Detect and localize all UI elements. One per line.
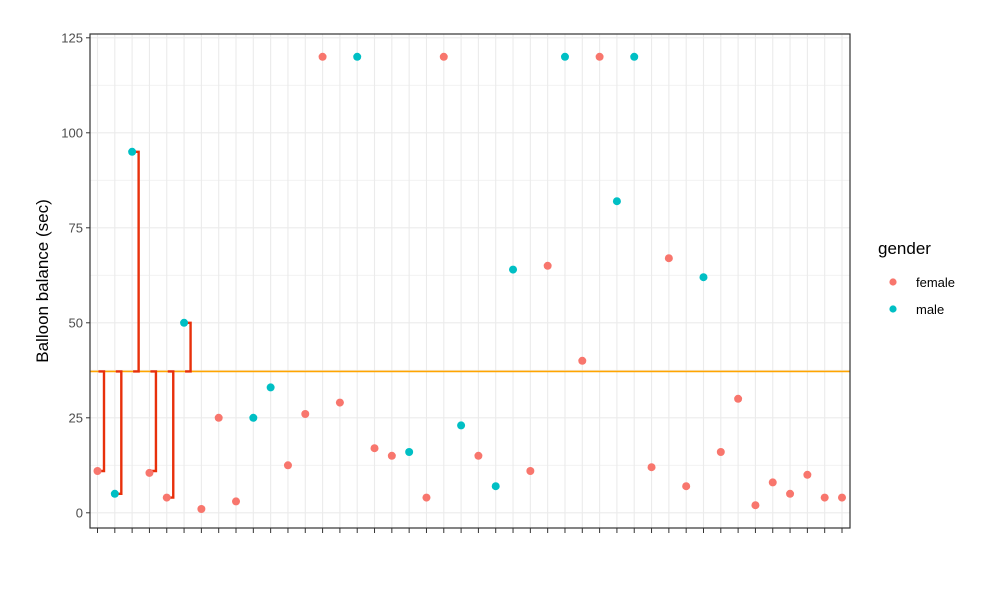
data-point-33 (647, 463, 656, 472)
data-point-10 (249, 413, 258, 422)
data-point-2 (110, 489, 119, 498)
grid-minor (90, 84, 850, 466)
data-point-44 (838, 493, 846, 502)
data-point-3 (128, 147, 137, 156)
data-point-1 (93, 467, 102, 475)
data-point-18 (387, 451, 396, 460)
data-point-27 (543, 261, 552, 270)
data-point-39 (751, 501, 760, 510)
data-point-13 (301, 410, 310, 418)
data-point-8 (214, 413, 223, 422)
data-point-43 (820, 493, 829, 502)
legend-title: gender (878, 239, 931, 258)
data-point-21 (439, 52, 448, 61)
y-tick-label: 100 (61, 125, 83, 140)
data-point-29 (578, 356, 587, 365)
data-point-37 (716, 448, 725, 456)
data-point-38 (734, 394, 743, 403)
y-tick-label: 50 (69, 315, 83, 330)
legend-key-male (889, 305, 897, 313)
legend-label-female: female (916, 275, 955, 290)
plot-border (89, 33, 851, 529)
data-point-11 (266, 383, 275, 392)
data-point-34 (664, 254, 673, 263)
legend-key-female (889, 278, 897, 286)
data-point-40 (768, 478, 777, 487)
data-point-22 (457, 421, 466, 430)
y-tick-label: 75 (69, 220, 83, 235)
y-tick-label: 125 (61, 30, 83, 45)
plot-panel (90, 34, 850, 528)
grid-major (90, 34, 850, 528)
y-axis: 0 25 50 75 100 125 (61, 30, 90, 520)
data-point-42 (803, 470, 812, 479)
y-tick-label: 25 (69, 410, 83, 425)
data-point-7 (197, 505, 206, 513)
data-point-16 (353, 52, 362, 61)
data-point-24 (491, 482, 500, 491)
data-point-30 (595, 52, 604, 61)
x-axis (97, 528, 843, 533)
data-point-28 (560, 52, 569, 61)
legend: gender female male (878, 239, 955, 317)
data-point-32 (630, 52, 639, 61)
data-point-25 (509, 265, 518, 274)
data-point-20 (422, 493, 431, 502)
data-point-35 (682, 482, 691, 491)
data-point-36 (699, 273, 708, 282)
data-point-31 (612, 197, 621, 206)
legend-label-male: male (916, 302, 944, 317)
data-point-26 (526, 467, 535, 475)
residual-segment-4 (150, 370, 158, 473)
data-point-15 (335, 398, 344, 407)
data-point-12 (283, 461, 292, 470)
y-axis-title: Balloon balance (sec) (33, 199, 52, 362)
data-point-6 (180, 318, 189, 327)
data-points (93, 52, 846, 513)
data-point-41 (786, 489, 795, 498)
data-point-19 (405, 448, 414, 456)
data-point-4 (145, 468, 154, 477)
data-point-9 (232, 497, 241, 506)
data-point-23 (474, 451, 483, 460)
data-point-17 (370, 444, 379, 453)
y-tick-label: 0 (76, 505, 83, 520)
data-point-14 (318, 52, 327, 61)
data-point-5 (162, 493, 171, 502)
